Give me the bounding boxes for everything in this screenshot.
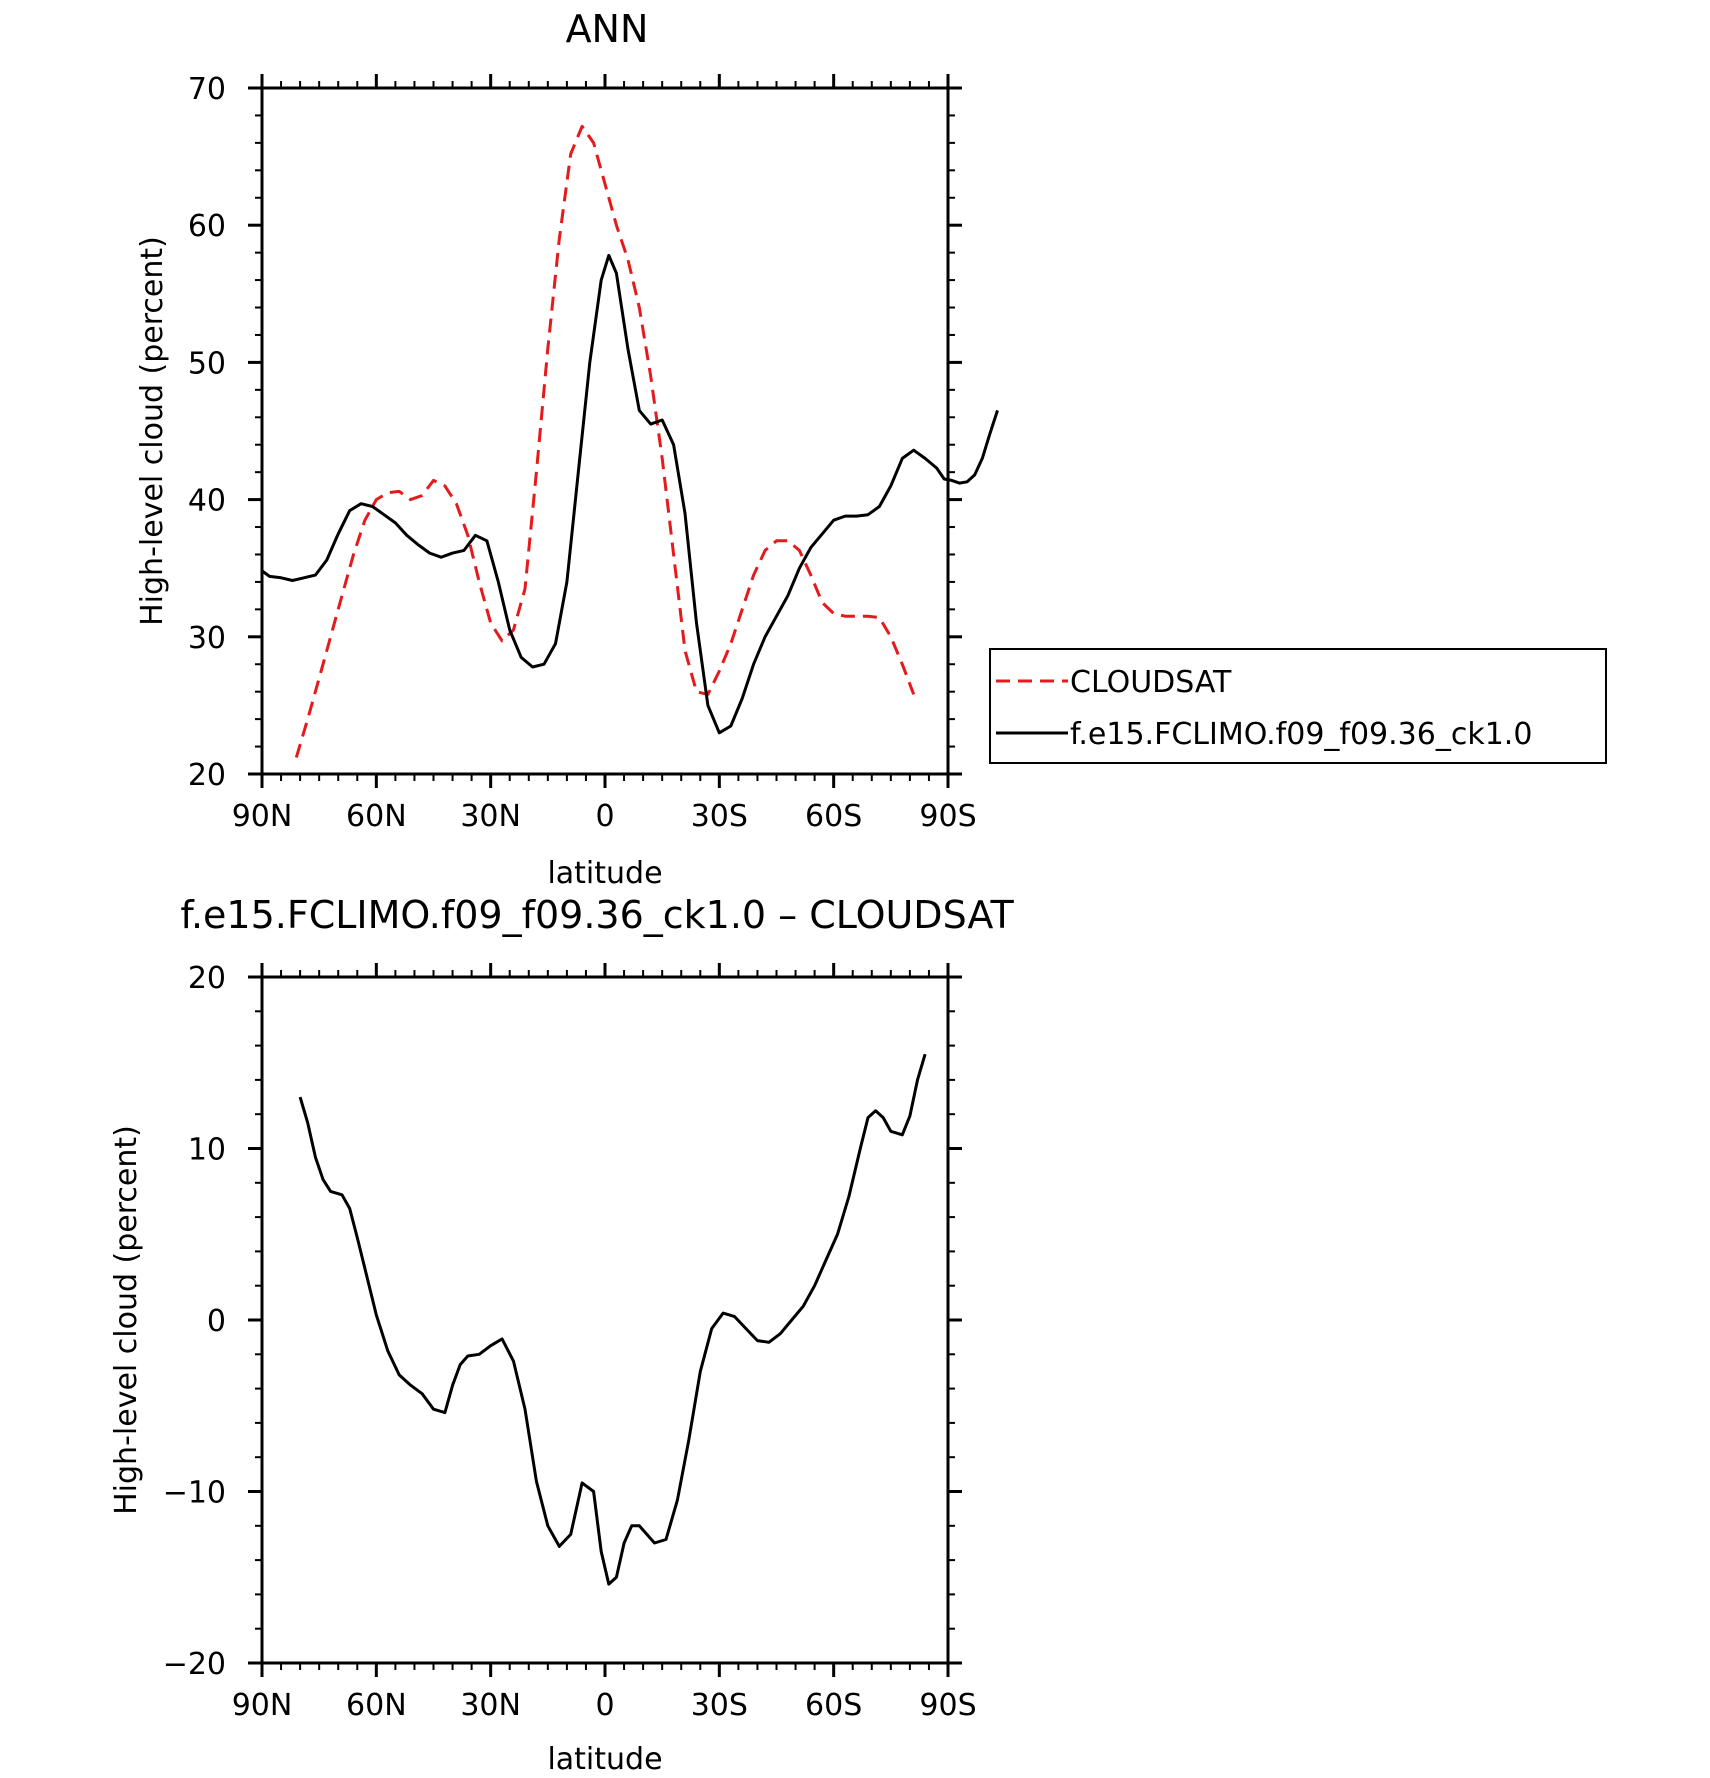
model-series-line [261, 253, 999, 735]
x-tick-label: 90N [232, 799, 293, 834]
y-tick-label: 60 [188, 209, 226, 244]
legend-cloudsat-label: CLOUDSAT [1070, 665, 1232, 700]
x-tick-label: 90S [919, 799, 976, 834]
x-tick-label: 90S [919, 1688, 976, 1723]
top-panel-x-tick-labels: 90N 60N 30N 0 30S 60S 90S [232, 799, 977, 834]
x-tick-label: 0 [595, 1688, 614, 1723]
bottom-panel: f.e15.FCLIMO.f09_f09.36_ck1.0 – CLOUDSAT… [109, 893, 1014, 1777]
top-panel-series [261, 124, 999, 758]
y-tick-label: 50 [188, 346, 226, 381]
top-panel-frame [260, 86, 950, 776]
y-tick-label: 70 [188, 72, 226, 107]
x-tick-label: 60S [805, 1688, 862, 1723]
legend-box [989, 648, 1607, 764]
top-panel-x-axis-title: latitude [547, 856, 662, 891]
difference-series-line [298, 1053, 927, 1586]
y-tick-label: 40 [188, 484, 226, 519]
bottom-panel-title: f.e15.FCLIMO.f09_f09.36_ck1.0 – CLOUDSAT [180, 893, 1014, 937]
x-tick-label: 60S [805, 799, 862, 834]
top-panel-y-axis-title: High-level cloud (percent) [135, 236, 170, 626]
bottom-panel-series [298, 1053, 927, 1586]
x-tick-label: 90N [232, 1688, 293, 1723]
bottom-panel-x-tick-labels: 90N 60N 30N 0 30S 60S 90S [232, 1688, 977, 1723]
bottom-panel-y-axis-title: High-level cloud (percent) [109, 1125, 144, 1515]
x-tick-label: 30N [460, 799, 521, 834]
y-tick-label: 0 [207, 1304, 226, 1339]
top-panel-title: ANN [566, 7, 649, 51]
y-tick-label: 20 [188, 758, 226, 793]
cloudsat-series-line [294, 124, 916, 758]
x-tick-label: 60N [346, 1688, 407, 1723]
bottom-panel-ticks [248, 963, 962, 1677]
top-panel: ANN 90N 60N 30N 0 30S 60S 90S 20 30 40 50 60 70 lat… [135, 7, 999, 891]
legend-model-label: f.e15.FCLIMO.f09_f09.36_ck1.0 [1070, 717, 1532, 752]
y-tick-label: 20 [188, 961, 226, 996]
x-tick-label: 30S [691, 1688, 748, 1723]
bottom-panel-y-tick-labels: −20 −10 0 10 20 [163, 961, 226, 1682]
y-tick-label: −10 [163, 1476, 226, 1511]
bottom-panel-x-axis-title: latitude [547, 1742, 662, 1773]
y-tick-label: 10 [188, 1133, 226, 1168]
x-tick-label: 0 [595, 799, 614, 834]
x-tick-label: 60N [346, 799, 407, 834]
y-tick-label: −20 [163, 1647, 226, 1682]
legend: CLOUDSAT f.e15.FCLIMO.f09_f09.36_ck1.0 [989, 648, 1607, 764]
top-panel-ticks [248, 74, 962, 788]
y-tick-label: 30 [188, 621, 226, 656]
x-tick-label: 30N [460, 1688, 521, 1723]
x-tick-label: 30S [691, 799, 748, 834]
top-panel-y-tick-labels: 20 30 40 50 60 70 [188, 72, 226, 793]
bottom-panel-frame [260, 975, 950, 1665]
